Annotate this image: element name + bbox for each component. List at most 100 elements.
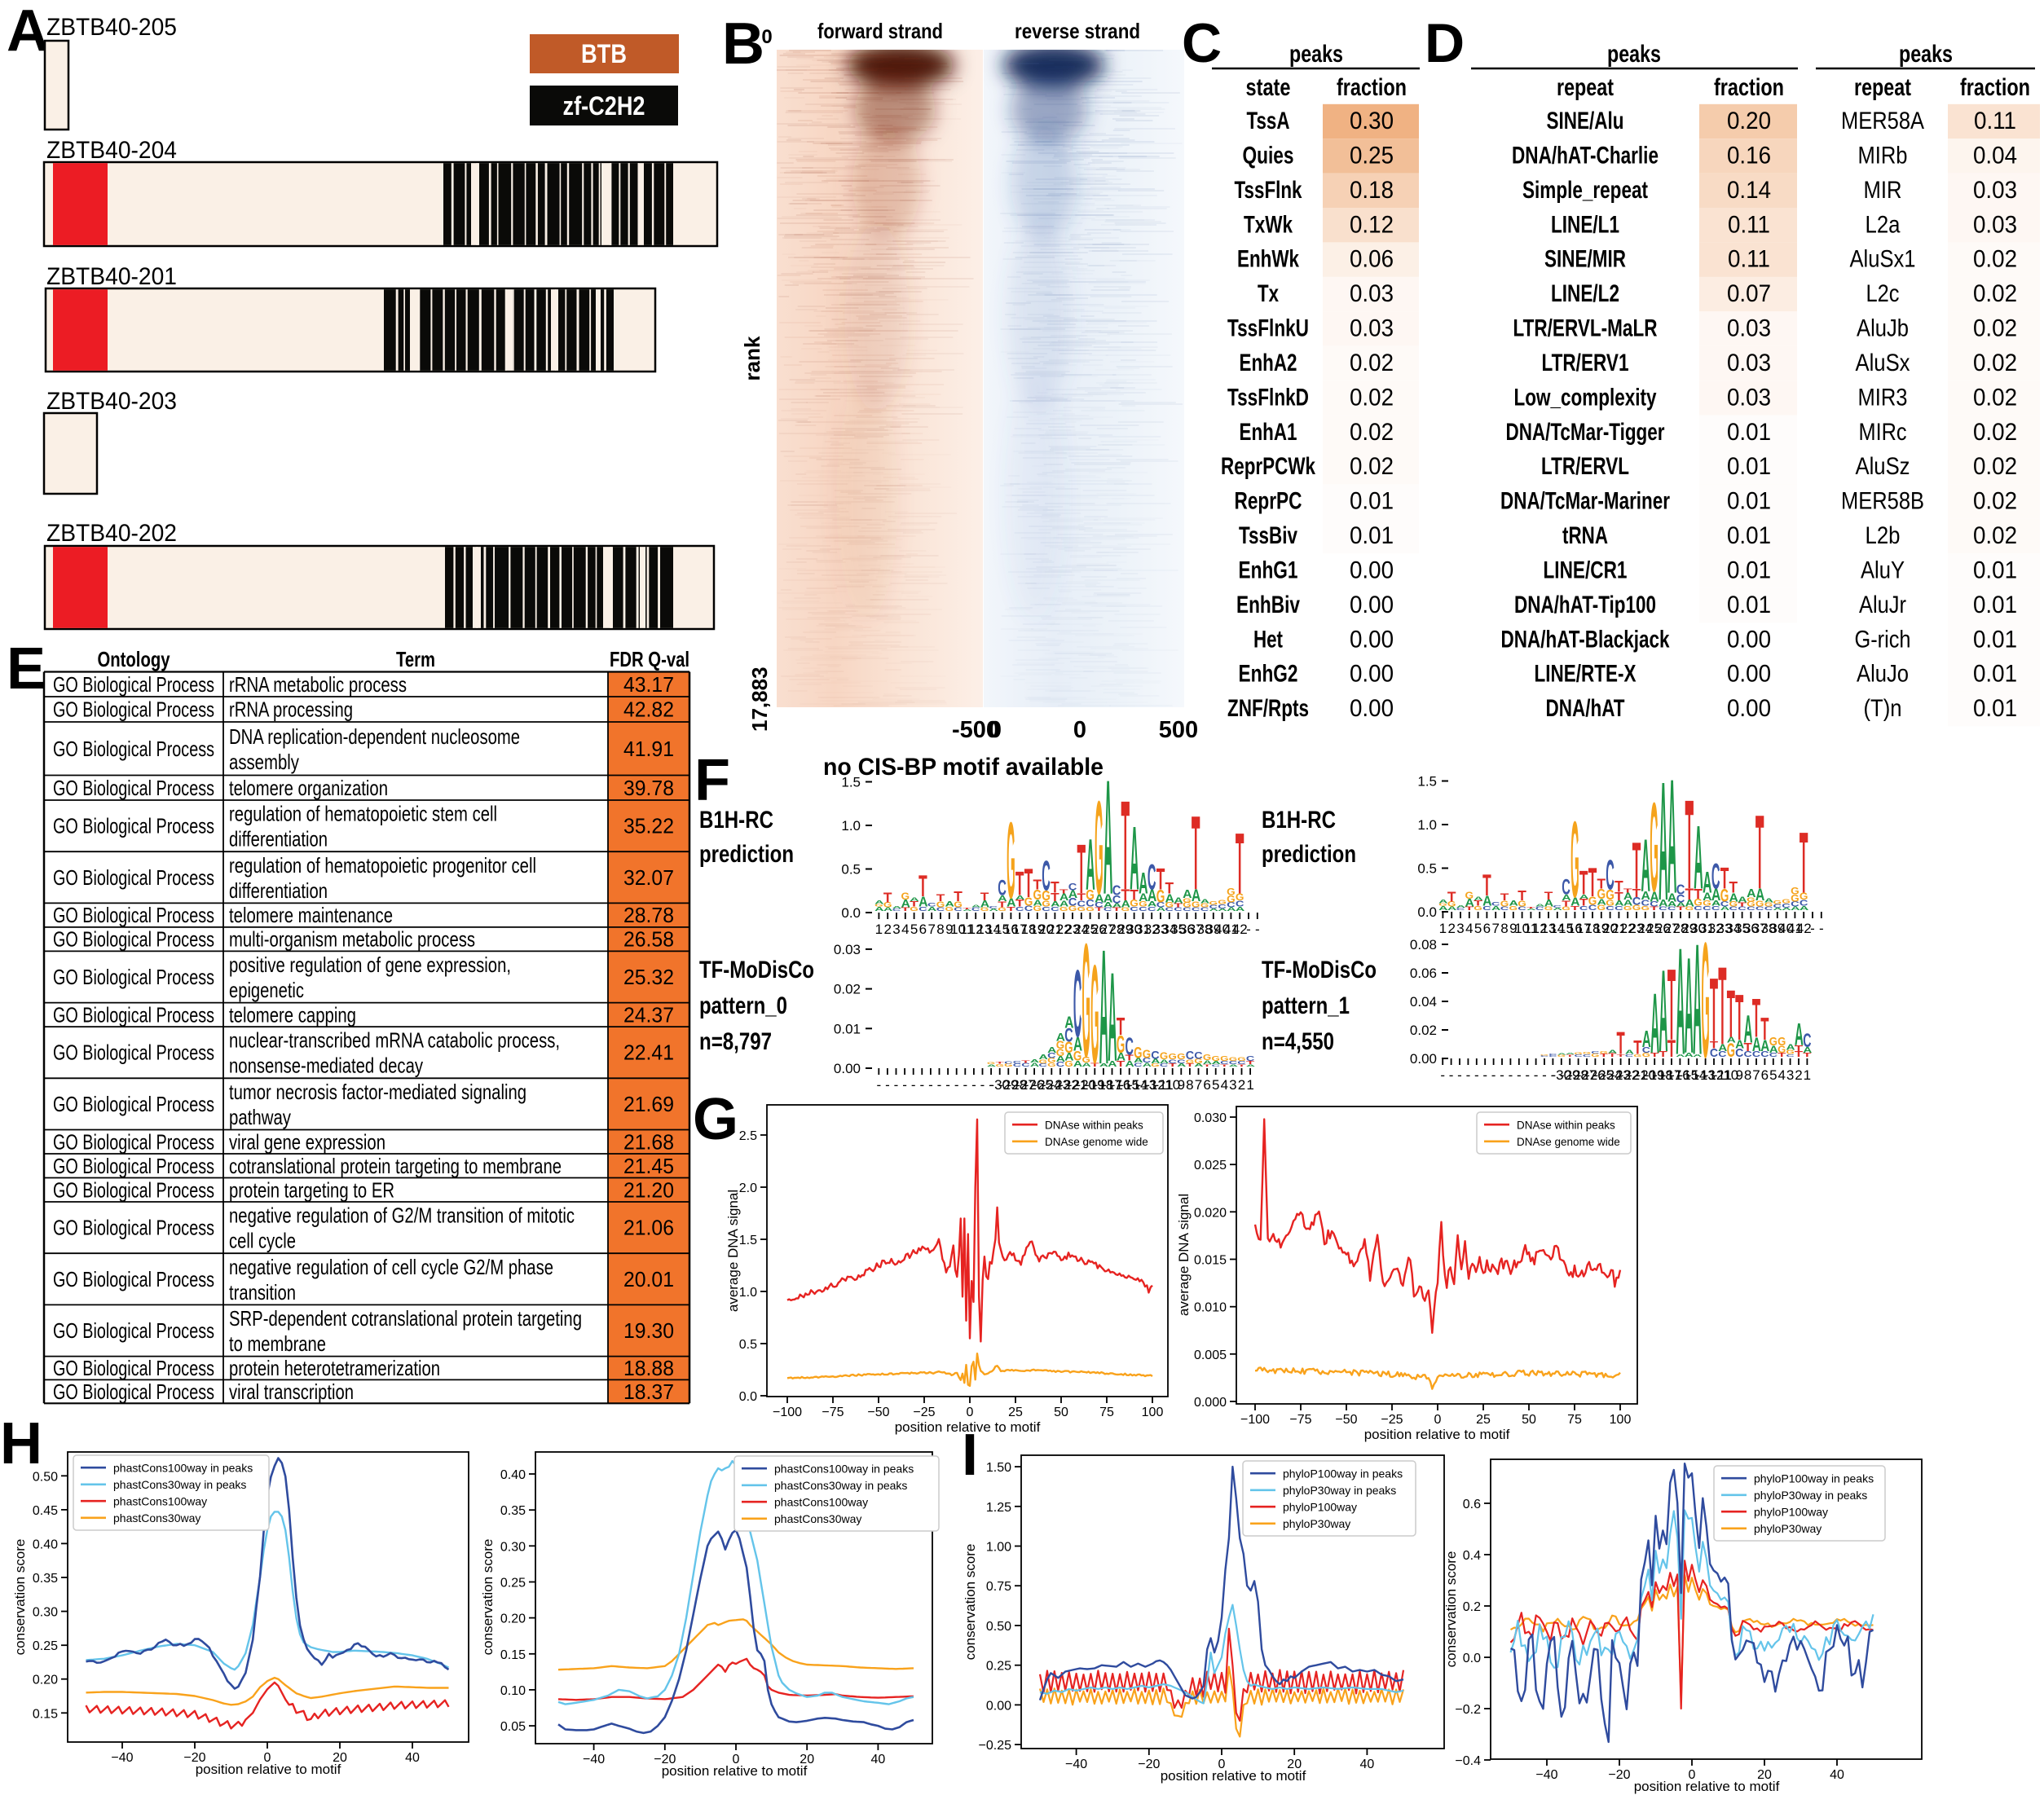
svg-text:0.005: 0.005 — [1194, 1348, 1227, 1362]
svg-text:L2c: L2c — [1866, 280, 1900, 307]
svg-text:C: C — [1764, 906, 1773, 911]
svg-text:A: A — [987, 1064, 996, 1067]
svg-text:G: G — [1447, 901, 1456, 908]
svg-text:21.20: 21.20 — [623, 1177, 674, 1202]
svg-text:A: A — [7, 0, 49, 64]
svg-text:1.0: 1.0 — [1417, 817, 1437, 833]
svg-text:-: - — [1500, 1067, 1504, 1083]
svg-text:C: C — [1013, 1062, 1022, 1067]
svg-text:A: A — [1795, 1018, 1804, 1053]
svg-text:peaks: peaks — [1607, 41, 1661, 68]
svg-text:F: F — [694, 748, 730, 813]
svg-text:A: A — [1735, 1038, 1744, 1052]
svg-text:A: A — [1570, 895, 1579, 908]
svg-text:C: C — [1139, 906, 1148, 913]
svg-text:25: 25 — [1476, 1413, 1491, 1427]
svg-text:C: C — [1148, 857, 1156, 898]
svg-text:AluY: AluY — [1861, 557, 1905, 583]
svg-text:G: G — [1117, 1031, 1125, 1058]
svg-text:G: G — [1229, 1056, 1237, 1062]
svg-text:C: C — [1553, 904, 1562, 908]
svg-text:A: A — [1623, 898, 1633, 908]
svg-text:24: 24 — [1073, 922, 1089, 937]
svg-text:GO Biological Process: GO Biological Process — [53, 1154, 214, 1178]
svg-text:A: A — [1720, 906, 1730, 912]
svg-text:C: C — [1056, 1061, 1065, 1068]
svg-text:A: A — [1086, 823, 1095, 904]
svg-text:A: A — [1491, 904, 1501, 911]
svg-text:−40: −40 — [1065, 1758, 1087, 1771]
svg-text:T: T — [980, 891, 989, 904]
svg-text:DNA/TcMar-Tigger: DNA/TcMar-Tigger — [1506, 419, 1665, 446]
svg-text:T: T — [1500, 893, 1509, 904]
svg-text:−100: −100 — [773, 1406, 802, 1419]
svg-text:16: 16 — [1567, 921, 1583, 936]
svg-text:G: G — [1183, 902, 1192, 909]
svg-text:GO Biological Process: GO Biological Process — [53, 814, 214, 838]
svg-text:G: G — [1237, 1056, 1245, 1062]
svg-text:C: C — [1752, 1049, 1760, 1058]
svg-text:A: A — [963, 909, 971, 912]
svg-text:G: G — [1165, 902, 1174, 909]
svg-text:7: 7 — [1491, 921, 1499, 936]
svg-text:A: A — [1200, 898, 1210, 904]
svg-text:T: T — [1121, 775, 1130, 917]
svg-text:-19: -19 — [1645, 1067, 1665, 1083]
svg-text:A: A — [1650, 888, 1659, 904]
svg-text:C: C — [1791, 900, 1800, 908]
svg-text:C: C — [1112, 882, 1121, 899]
svg-text:C: C — [1711, 856, 1720, 897]
svg-text:A: A — [1703, 866, 1711, 900]
svg-text:-16: -16 — [1670, 1067, 1690, 1083]
svg-text:T: T — [910, 900, 918, 908]
svg-text:A: A — [1148, 886, 1156, 905]
svg-text:10: 10 — [1514, 921, 1530, 936]
svg-text:C: C — [1773, 904, 1782, 908]
svg-text:6: 6 — [919, 922, 927, 937]
svg-text:to membrane: to membrane — [229, 1331, 326, 1356]
svg-text:C: C — [1710, 1047, 1718, 1060]
svg-text:phyloP30way: phyloP30way — [1754, 1522, 1822, 1535]
svg-text:A: A — [1177, 1062, 1187, 1067]
svg-text:G: G — [1720, 885, 1729, 905]
svg-text:C: C — [1755, 906, 1764, 911]
svg-text:5: 5 — [1769, 1067, 1777, 1083]
svg-text:G: G — [1591, 1054, 1599, 1058]
svg-text:-: - — [1491, 1067, 1496, 1083]
svg-text:phastCons100way: phastCons100way — [113, 1494, 207, 1507]
svg-text:GO Biological Process: GO Biological Process — [53, 776, 214, 800]
svg-text:2: 2 — [1447, 921, 1455, 936]
svg-text:-29: -29 — [1560, 1067, 1580, 1083]
svg-text:0.25: 0.25 — [986, 1660, 1011, 1674]
svg-text:A: A — [1073, 1059, 1083, 1069]
svg-text:−50: −50 — [1335, 1413, 1357, 1427]
svg-text:G: G — [1642, 1052, 1650, 1058]
svg-text:T: T — [954, 888, 963, 904]
svg-text:A: A — [1760, 1036, 1769, 1054]
svg-text:10: 10 — [1165, 1077, 1180, 1093]
svg-text:A: A — [1535, 904, 1545, 908]
svg-text:0.02: 0.02 — [1973, 453, 2017, 480]
svg-text:T: T — [1659, 1049, 1668, 1058]
svg-text:EnhBiv: EnhBiv — [1236, 592, 1300, 618]
svg-text:0.02: 0.02 — [1973, 488, 2017, 515]
svg-text:50: 50 — [1522, 1413, 1536, 1427]
svg-text:GO Biological Process: GO Biological Process — [53, 1177, 214, 1202]
svg-text:19: 19 — [1029, 922, 1045, 937]
svg-text:0.14: 0.14 — [1727, 177, 1771, 204]
svg-text:0.01: 0.01 — [1973, 592, 2017, 618]
svg-text:A: A — [1744, 1006, 1753, 1051]
svg-text:0.03: 0.03 — [1350, 280, 1394, 307]
svg-text:C: C — [1112, 893, 1121, 905]
svg-text:G: G — [1064, 1040, 1073, 1057]
svg-text:C: C — [1156, 901, 1165, 909]
svg-text:H: H — [0, 1411, 42, 1476]
svg-text:C: C — [1068, 895, 1077, 908]
svg-text:0.25: 0.25 — [500, 1576, 526, 1590]
svg-text:T: T — [963, 907, 971, 909]
svg-text:42: 42 — [1796, 921, 1812, 936]
svg-text:33: 33 — [1153, 922, 1169, 937]
svg-text:-30: -30 — [989, 1077, 1010, 1093]
svg-text:C: C — [1694, 905, 1703, 912]
svg-text:500: 500 — [1159, 717, 1198, 743]
